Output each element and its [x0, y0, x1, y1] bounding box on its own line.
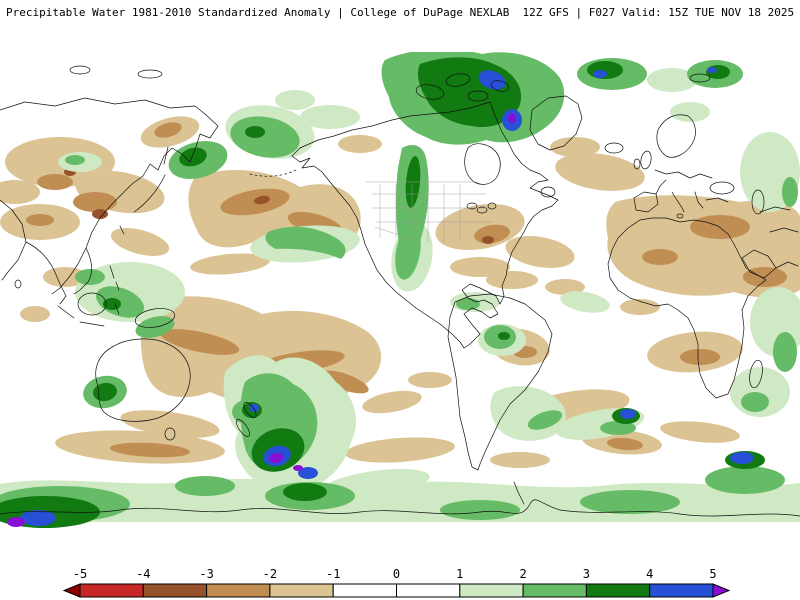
colorbar-segment [79, 583, 144, 598]
colorbar-arrow-right [712, 583, 731, 598]
colorbar-segment [269, 583, 334, 598]
colorbar-segment [142, 583, 208, 598]
colorbar-tick-label: -5 [73, 567, 87, 581]
colorbar-tick-label: 5 [709, 567, 716, 581]
colorbar-arrow-left [62, 583, 81, 598]
colorbar-svg: -5 -4 -3 -2 -1 0 1 2 3 4 5 [62, 567, 731, 598]
colorbar-tick-label: -4 [136, 567, 150, 581]
colorbar-tick-label: 0 [393, 567, 400, 581]
colorbar-segment [585, 583, 651, 598]
colorbar-tick-label: -3 [199, 567, 213, 581]
colorbar-tick-label: 2 [519, 567, 526, 581]
world-map-svg [0, 52, 800, 528]
colorbar-tick-label: 1 [456, 567, 463, 581]
state-borders [366, 181, 492, 244]
colorbar-segment [396, 583, 461, 598]
colorbar-tick-label: -2 [263, 567, 277, 581]
negative-anomaly-shading [0, 116, 800, 468]
page-title: Precipitable Water 1981-2010 Standardize… [6, 6, 795, 19]
colorbar-tick-label: 4 [646, 567, 653, 581]
anomaly-map [0, 52, 800, 544]
colorbar-tick-label: -1 [326, 567, 340, 581]
colorbar: -5 -4 -3 -2 -1 0 1 2 3 4 5 [0, 562, 800, 600]
colorbar-segment [649, 583, 714, 598]
coastlines [0, 65, 800, 517]
colorbar-segment [332, 583, 398, 598]
colorbar-segment [459, 583, 524, 598]
colorbar-segment [522, 583, 587, 598]
colorbar-tick-label: 3 [583, 567, 590, 581]
colorbar-segment [206, 583, 271, 598]
